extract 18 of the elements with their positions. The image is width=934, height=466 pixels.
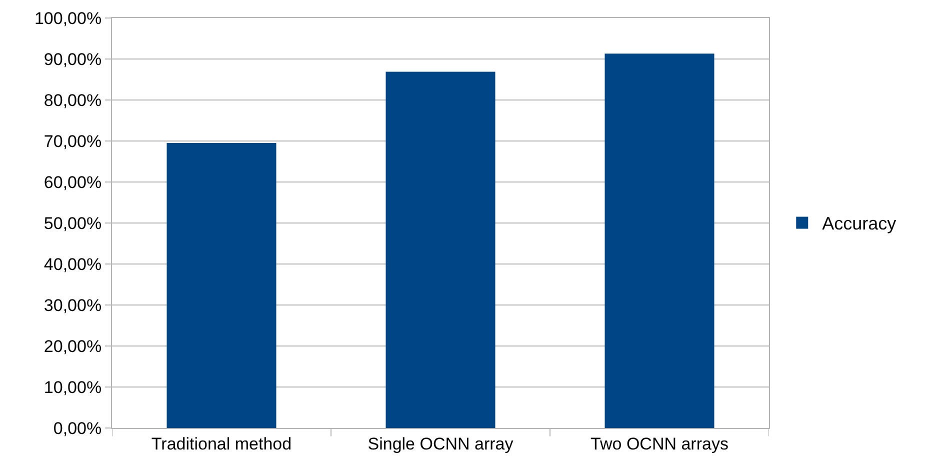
- bar: [386, 72, 496, 428]
- x-tick-label: Two OCNN arrays: [590, 434, 728, 454]
- x-tick-label: Traditional method: [151, 434, 292, 454]
- y-tick-label: 100,00%: [34, 8, 102, 28]
- y-tick-label: 20,00%: [44, 336, 102, 356]
- bar: [166, 143, 276, 428]
- legend-label: Accuracy: [822, 214, 896, 234]
- y-tick-label: 90,00%: [44, 50, 102, 69]
- y-tick-label: 80,00%: [44, 90, 102, 110]
- y-tick-label: 60,00%: [44, 172, 102, 192]
- y-tick-label: 70,00%: [44, 132, 102, 151]
- y-tick-label: 30,00%: [44, 296, 102, 315]
- y-tick-label: 0,00%: [53, 418, 102, 438]
- bar: [604, 54, 714, 428]
- y-tick-label: 40,00%: [44, 254, 102, 274]
- y-tick-label: 10,00%: [44, 378, 102, 397]
- y-tick-label: 50,00%: [44, 214, 102, 233]
- x-tick-label: Single OCNN array: [368, 434, 514, 454]
